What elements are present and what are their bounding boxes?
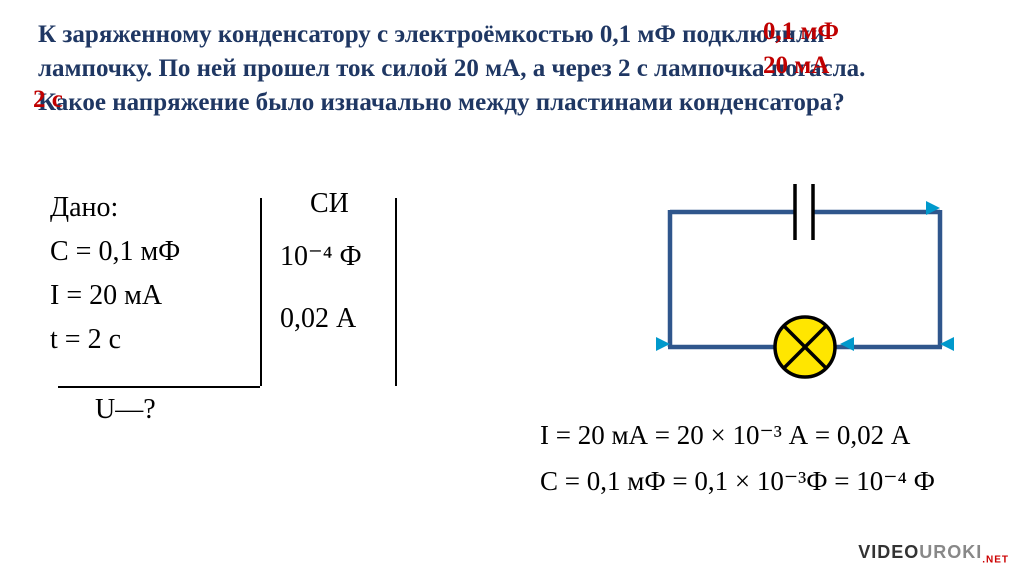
divider-vline-2: [395, 198, 397, 386]
si-row-c: 10⁻⁴ Ф: [280, 239, 362, 273]
overlay-current: 20 мА: [763, 52, 829, 80]
given-block: Дано: C = 0,1 мФ I = 20 мА t = 2 с: [50, 192, 180, 368]
circuit-diagram: [630, 182, 980, 382]
watermark: VIDEOUROKI.NET: [858, 542, 1009, 566]
unknown-variable: U—?: [95, 394, 156, 426]
equation-capacitance-conversion: C = 0,1 мФ = 0,1 × 10⁻³Ф = 10⁻⁴ Ф: [540, 466, 935, 497]
divider-vline-1: [260, 198, 262, 386]
given-row-c: C = 0,1 мФ: [50, 236, 180, 268]
given-row-i: I = 20 мА: [50, 280, 180, 312]
equation-current-conversion: I = 20 мА = 20 × 10⁻³ А = 0,02 А: [540, 420, 910, 451]
watermark-part2: UROKI: [919, 542, 982, 562]
divider-hline: [58, 386, 260, 388]
given-label: Дано:: [50, 192, 180, 224]
given-row-t: t = 2 с: [50, 324, 180, 356]
overlay-time: 2 с: [33, 86, 63, 114]
watermark-part1: VIDEO: [858, 542, 919, 562]
si-column: 10⁻⁴ Ф 0,02 А: [280, 225, 362, 365]
overlay-capacitance: 0,1 мФ: [763, 18, 839, 46]
si-label: СИ: [310, 188, 349, 220]
watermark-part3: .NET: [982, 555, 1009, 566]
si-row-i: 0,02 А: [280, 303, 362, 335]
